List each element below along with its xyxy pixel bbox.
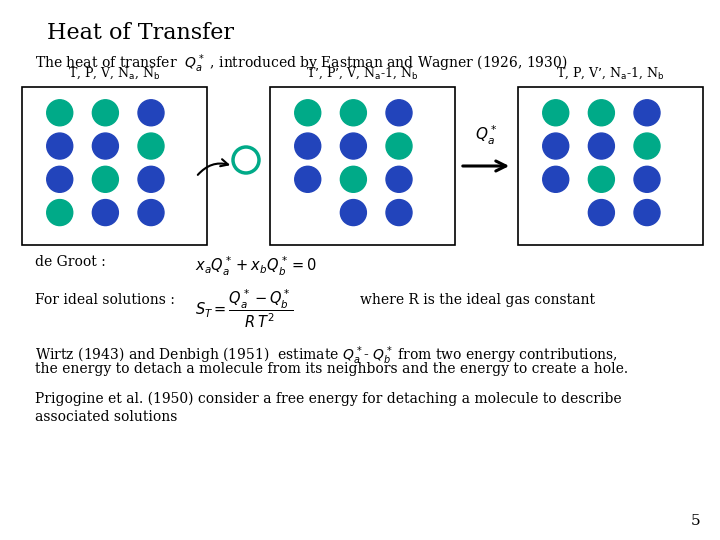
Circle shape (634, 133, 660, 159)
Circle shape (47, 100, 73, 126)
Circle shape (543, 133, 569, 159)
Text: 5: 5 (690, 514, 700, 528)
Circle shape (138, 166, 164, 192)
Circle shape (634, 100, 660, 126)
Text: T, P, V’, N$_\mathrm{a}$-1, N$_\mathrm{b}$: T, P, V’, N$_\mathrm{a}$-1, N$_\mathrm{b… (557, 65, 665, 81)
Circle shape (386, 100, 412, 126)
Circle shape (341, 166, 366, 192)
Circle shape (138, 133, 164, 159)
Text: T’, P’, V, N$_\mathrm{a}$-1, N$_\mathrm{b}$: T’, P’, V, N$_\mathrm{a}$-1, N$_\mathrm{… (306, 65, 419, 81)
Circle shape (92, 100, 118, 126)
Circle shape (92, 133, 118, 159)
Text: $x_a Q_a^* + x_b Q_b^* = 0$: $x_a Q_a^* + x_b Q_b^* = 0$ (195, 255, 317, 278)
Text: For ideal solutions :: For ideal solutions : (35, 293, 175, 307)
Circle shape (386, 133, 412, 159)
Circle shape (92, 200, 118, 226)
Text: Wirtz (1943) and Denbigh (1951)  estimate $Q_a^*$- $Q_b^*$ from two energy contr: Wirtz (1943) and Denbigh (1951) estimate… (35, 344, 618, 367)
Circle shape (47, 200, 73, 226)
Circle shape (634, 200, 660, 226)
Text: Heat of Transfer: Heat of Transfer (47, 22, 234, 44)
Circle shape (294, 100, 320, 126)
Circle shape (341, 200, 366, 226)
Circle shape (386, 200, 412, 226)
Text: $S_T = \dfrac{Q_a^* - Q_b^*}{R\,T^2}$: $S_T = \dfrac{Q_a^* - Q_b^*}{R\,T^2}$ (195, 288, 293, 330)
Circle shape (138, 200, 164, 226)
Circle shape (543, 100, 569, 126)
Text: where R is the ideal gas constant: where R is the ideal gas constant (360, 293, 595, 307)
Circle shape (138, 100, 164, 126)
Circle shape (341, 100, 366, 126)
Circle shape (588, 166, 614, 192)
Text: de Groot :: de Groot : (35, 255, 106, 269)
Circle shape (294, 166, 320, 192)
Text: $Q_a^*$: $Q_a^*$ (475, 124, 497, 147)
Bar (22, 87, 207, 245)
Circle shape (47, 133, 73, 159)
Bar (270, 87, 455, 245)
FancyArrowPatch shape (463, 161, 506, 171)
Circle shape (386, 166, 412, 192)
Circle shape (588, 133, 614, 159)
Circle shape (588, 100, 614, 126)
FancyArrowPatch shape (198, 159, 228, 175)
Bar (518, 87, 703, 245)
Circle shape (543, 166, 569, 192)
Circle shape (92, 166, 118, 192)
Circle shape (588, 200, 614, 226)
Text: T, P, V, N$_\mathrm{a}$, N$_\mathrm{b}$: T, P, V, N$_\mathrm{a}$, N$_\mathrm{b}$ (68, 65, 161, 81)
Circle shape (47, 166, 73, 192)
Text: The heat of transfer  $Q_a^*$ , introduced by Eastman and Wagner (1926, 1930): The heat of transfer $Q_a^*$ , introduce… (35, 52, 567, 75)
Circle shape (294, 133, 320, 159)
Text: associated solutions: associated solutions (35, 410, 177, 424)
Text: the energy to detach a molecule from its neighbors and the energy to create a ho: the energy to detach a molecule from its… (35, 362, 628, 376)
Circle shape (341, 133, 366, 159)
Circle shape (634, 166, 660, 192)
Text: Prigogine et al. (1950) consider a free energy for detaching a molecule to descr: Prigogine et al. (1950) consider a free … (35, 392, 621, 407)
